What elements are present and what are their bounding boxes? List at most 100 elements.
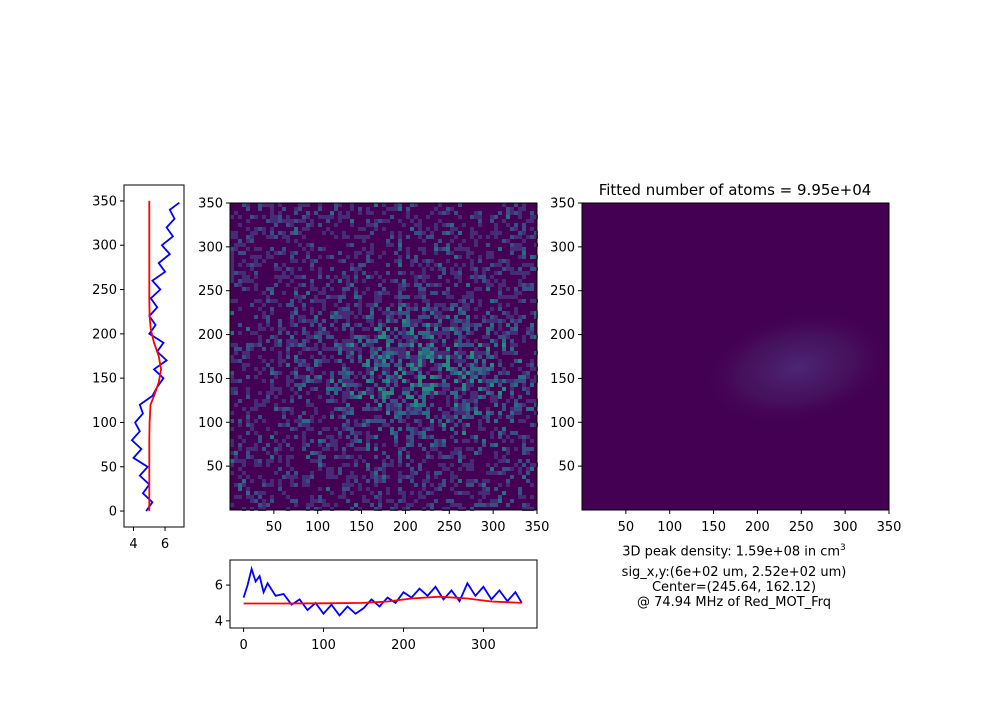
raw-image-pixel [534, 375, 538, 379]
raw-image-pixel [382, 467, 386, 471]
raw-image-pixel [350, 431, 354, 435]
raw-image-pixel [482, 443, 486, 447]
raw-image-pixel [386, 355, 390, 359]
raw-image-pixel [318, 467, 322, 471]
raw-image-pixel [306, 403, 310, 407]
raw-image-pixel [346, 407, 350, 411]
raw-image-pixel [334, 327, 338, 331]
fitted-image-xtick-label: 300 [833, 520, 858, 535]
raw-image-pixel [318, 339, 322, 343]
raw-image-pixel [354, 255, 358, 259]
raw-image-pixel [470, 323, 474, 327]
raw-image-pixel [474, 391, 478, 395]
raw-image-pixel [258, 227, 262, 231]
raw-image-pixel [418, 355, 422, 359]
raw-image-pixel [302, 431, 306, 435]
raw-image-pixel [394, 507, 398, 511]
raw-image-pixel [494, 235, 498, 239]
raw-image-pixel [442, 331, 446, 335]
raw-image-pixel [346, 243, 350, 247]
raw-image-pixel [374, 351, 378, 355]
raw-image-pixel [470, 447, 474, 451]
raw-image-pixel [230, 439, 234, 443]
raw-image-pixel [530, 407, 534, 411]
raw-image-pixel [302, 303, 306, 307]
raw-image-pixel [430, 443, 434, 447]
raw-image-pixel [238, 399, 242, 403]
raw-image-pixel [494, 455, 498, 459]
raw-image-pixel [406, 475, 410, 479]
raw-image-pixel [334, 311, 338, 315]
raw-image-pixel [382, 227, 386, 231]
raw-image-pixel [366, 303, 370, 307]
raw-image-pixel [422, 431, 426, 435]
raw-image-pixel [294, 251, 298, 255]
raw-image-pixel [514, 223, 518, 227]
raw-image-pixel [402, 295, 406, 299]
raw-image-pixel [390, 339, 394, 343]
chart-title: Fitted number of atoms = 9.95e+04 [599, 181, 872, 199]
raw-image-pixel [418, 263, 422, 267]
raw-image-pixel [486, 379, 490, 383]
raw-image-pixel [478, 255, 482, 259]
raw-image-pixel [510, 351, 514, 355]
raw-image-pixel [494, 315, 498, 319]
raw-image-pixel [310, 263, 314, 267]
raw-image-pixel [366, 235, 370, 239]
raw-image-pixel [502, 279, 506, 283]
raw-image-pixel [270, 291, 274, 295]
raw-image-pixel [410, 271, 414, 275]
raw-image-xtick-label: 300 [481, 520, 506, 535]
raw-image-pixel [506, 335, 510, 339]
raw-image-pixel [426, 259, 430, 263]
raw-image-pixel [258, 207, 262, 211]
raw-image-pixel [454, 379, 458, 383]
raw-image-pixel [378, 319, 382, 323]
raw-image-pixel [410, 331, 414, 335]
raw-image-pixel [302, 475, 306, 479]
raw-image-pixel [506, 503, 510, 507]
raw-image-pixel [334, 455, 338, 459]
raw-image-pixel [234, 403, 238, 407]
raw-image-pixel [294, 287, 298, 291]
raw-image-pixel [458, 363, 462, 367]
raw-image-pixel [346, 411, 350, 415]
raw-image-pixel [518, 279, 522, 283]
raw-image-pixel [382, 251, 386, 255]
raw-image-ytick-label: 350 [198, 197, 223, 212]
raw-image-pixel [342, 375, 346, 379]
raw-image-pixel [462, 455, 466, 459]
raw-image-pixel [398, 479, 402, 483]
raw-image-pixel [526, 415, 530, 419]
raw-image-pixel [454, 275, 458, 279]
raw-image-pixel [434, 391, 438, 395]
raw-image-pixel [442, 267, 446, 271]
raw-image-pixel [454, 411, 458, 415]
raw-image-pixel [534, 243, 538, 247]
raw-image-pixel [306, 363, 310, 367]
raw-image-pixel [490, 299, 494, 303]
raw-image-pixel [422, 291, 426, 295]
raw-image-pixel [526, 235, 530, 239]
raw-image-pixel [330, 475, 334, 479]
raw-image-pixel [278, 219, 282, 223]
raw-image-pixel [474, 351, 478, 355]
raw-image-pixel [330, 507, 334, 511]
raw-image-pixel [514, 343, 518, 347]
raw-image-pixel [238, 495, 242, 499]
raw-image-pixel [514, 295, 518, 299]
raw-image-pixel [358, 323, 362, 327]
raw-image-pixel [346, 347, 350, 351]
raw-image-pixel [310, 267, 314, 271]
raw-image-pixel [462, 295, 466, 299]
raw-image-pixel [470, 355, 474, 359]
raw-image-pixel [230, 375, 234, 379]
raw-image-pixel [458, 387, 462, 391]
raw-image-pixel [402, 343, 406, 347]
raw-image-pixel [330, 399, 334, 403]
raw-image-pixel [426, 227, 430, 231]
raw-image-pixel [506, 399, 510, 403]
raw-image-pixel [338, 407, 342, 411]
raw-image-pixel [470, 367, 474, 371]
raw-image-pixel [234, 231, 238, 235]
